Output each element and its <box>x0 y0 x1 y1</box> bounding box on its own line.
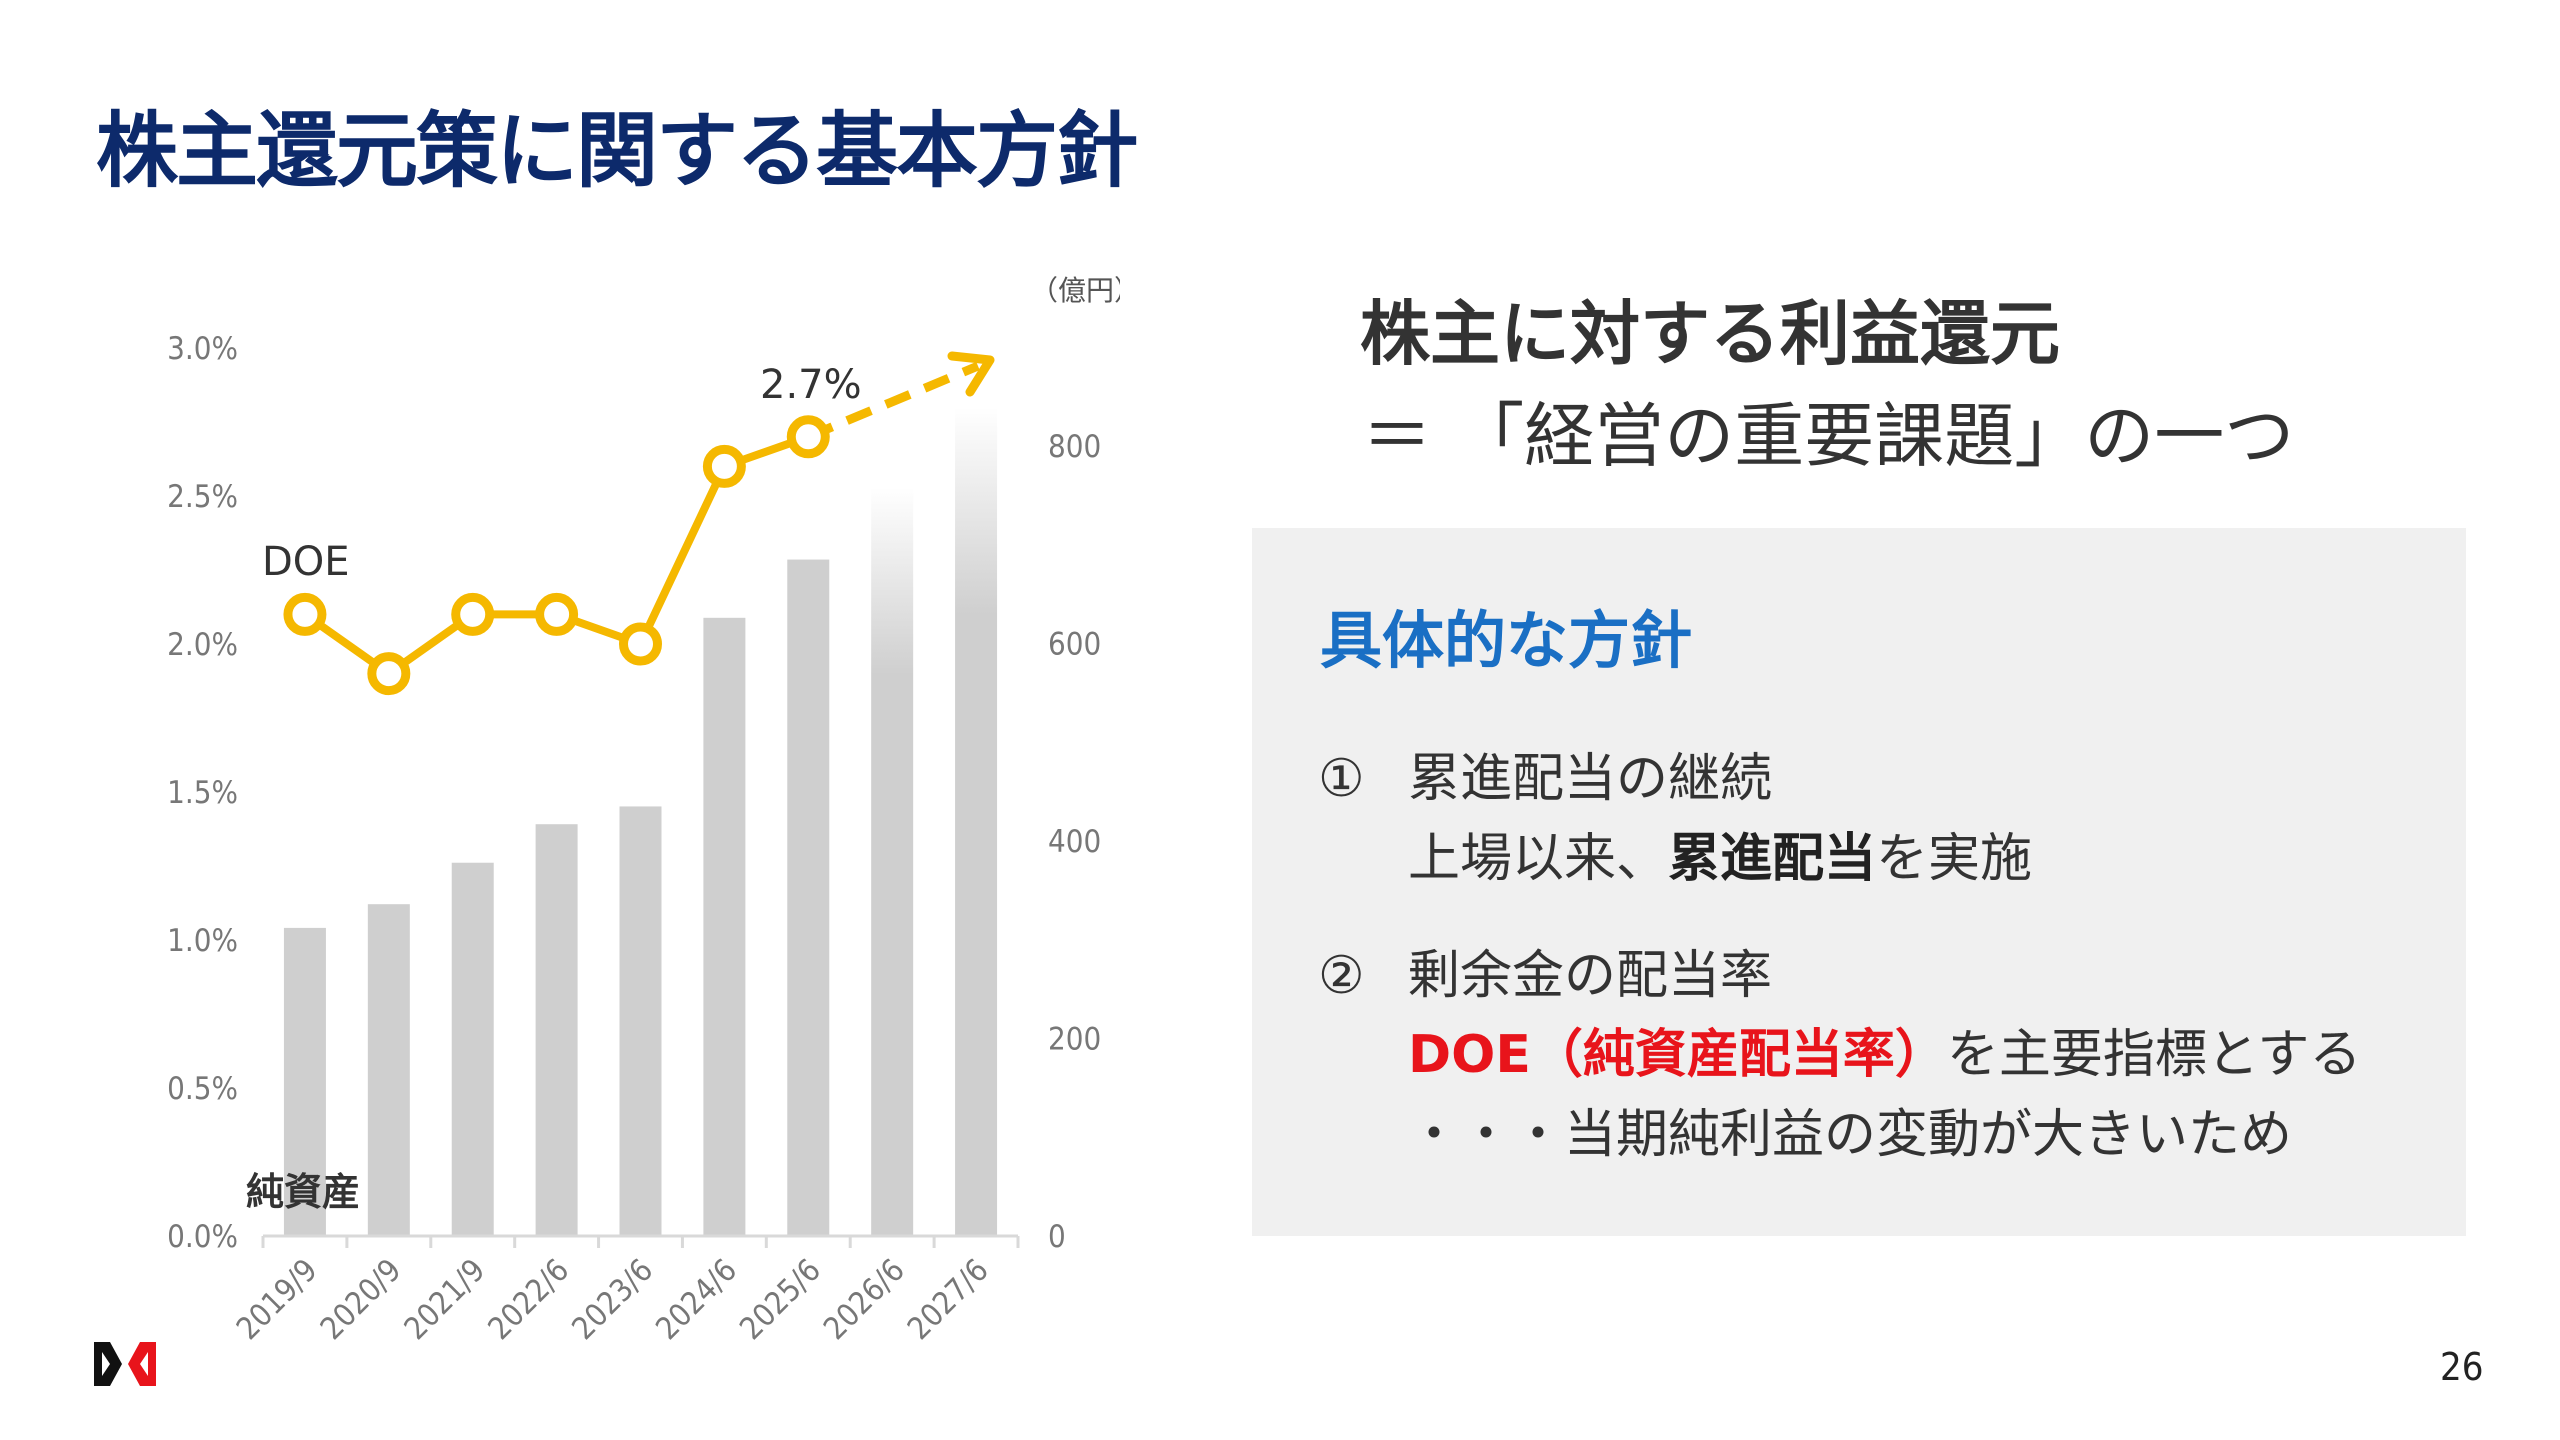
item2-desc-red: DOE（純資産配当率） <box>1408 1025 1947 1085</box>
right-axis-tick: 400 <box>1048 824 1101 860</box>
x-axis-label: 2026/6 <box>817 1252 912 1347</box>
left-axis-tick: 0.5% <box>167 1071 238 1107</box>
policy-box <box>1252 528 2466 1236</box>
item1-desc-bold: 累進配当 <box>1668 829 1877 889</box>
doe-point-2019/9 <box>283 592 327 636</box>
item1-title: 累進配当の継続 <box>1408 749 1773 809</box>
right-axis-tick: 0 <box>1048 1219 1066 1255</box>
x-axis-label: 2025/6 <box>733 1252 828 1347</box>
doe-point-2023/6 <box>619 622 662 666</box>
subheadline: ＝ 「経営の重要課題」の一つ <box>1362 395 2295 477</box>
item1-title-row: ① 累進配当の継続 <box>1318 736 1772 811</box>
doe-point-2024/6 <box>702 444 746 488</box>
x-axis-label: 2021/9 <box>398 1252 493 1347</box>
policy-box-title: 具体的な方針 <box>1320 604 1693 677</box>
item1-desc-post: を実施 <box>1876 829 2033 889</box>
left-axis-tick: 3.0% <box>167 331 238 367</box>
left-axis-tick: 0.0% <box>167 1219 238 1255</box>
doe-annotation: 2.7% <box>760 362 862 408</box>
x-axis-label: 2022/6 <box>481 1252 576 1347</box>
x-axis-label: 2027/6 <box>901 1252 996 1347</box>
item2-number: ② <box>1318 946 1365 1006</box>
net-assets-label: 純資産 <box>246 1170 360 1214</box>
right-axis-tick: 800 <box>1048 429 1101 465</box>
left-axis-tick: 1.5% <box>167 775 238 811</box>
bar-2021/9 <box>451 862 494 1236</box>
chart: 0.0% 0.5% 1.0% 1.5% 2.0% 2.5% 3.0% 0 200 400 600 80… <box>167 274 1120 1347</box>
doe-label: DOE <box>262 539 350 585</box>
page-title: 株主還元策に関する基本方針 <box>96 104 1138 199</box>
right-axis-unit: （億円） <box>1030 274 1120 307</box>
headline: 株主に対する利益還元 <box>1360 293 2060 375</box>
page-number: 26 <box>2440 1345 2484 1389</box>
doe-trend-arrowhead-icon <box>947 351 995 397</box>
bar-2023/6 <box>619 806 662 1236</box>
bar-2019/9 <box>283 927 326 1236</box>
item1-desc: 上場以来、累進配当を実施 <box>1408 816 2032 891</box>
item1-number: ① <box>1318 749 1365 809</box>
bar-2022/6 <box>535 824 578 1236</box>
bar-2020/9 <box>367 904 410 1236</box>
item2-title-row: ② 剰余金の配当率 <box>1318 933 1772 1008</box>
item2-desc-post: を主要指標とする <box>1946 1025 2362 1085</box>
right-axis-tick: 200 <box>1048 1022 1101 1058</box>
bar-2024/6 <box>703 617 746 1236</box>
doe-trend-arrow <box>806 361 980 441</box>
bar-2025/6 <box>787 559 830 1236</box>
left-axis-tick: 2.5% <box>167 479 238 515</box>
doe-point-2020/9 <box>367 652 411 696</box>
left-axis-tick: 2.0% <box>167 627 238 663</box>
item2-desc: DOE（純資産配当率）を主要指標とする <box>1408 1012 2361 1087</box>
x-axis-label: 2023/6 <box>565 1252 660 1347</box>
x-axis-label: 2019/9 <box>230 1252 325 1347</box>
item2-title: 剰余金の配当率 <box>1408 946 1773 1006</box>
bar-2026/6 <box>871 487 914 1237</box>
bar-2027/6 <box>955 407 998 1236</box>
doe-point-2025/6 <box>786 415 830 459</box>
x-axis-label: 2020/9 <box>314 1252 409 1347</box>
doe-point-2022/6 <box>535 592 579 636</box>
right-axis-tick: 600 <box>1048 627 1101 663</box>
item1-desc-pre: 上場以来、 <box>1408 829 1669 889</box>
left-axis-tick: 1.0% <box>167 923 238 959</box>
company-logo-icon <box>94 1342 156 1386</box>
doe-point-2021/9 <box>451 592 495 636</box>
x-axis-label: 2024/6 <box>649 1252 744 1347</box>
item2-reason: ・・・当期純利益の変動が大きいため <box>1408 1105 2293 1165</box>
